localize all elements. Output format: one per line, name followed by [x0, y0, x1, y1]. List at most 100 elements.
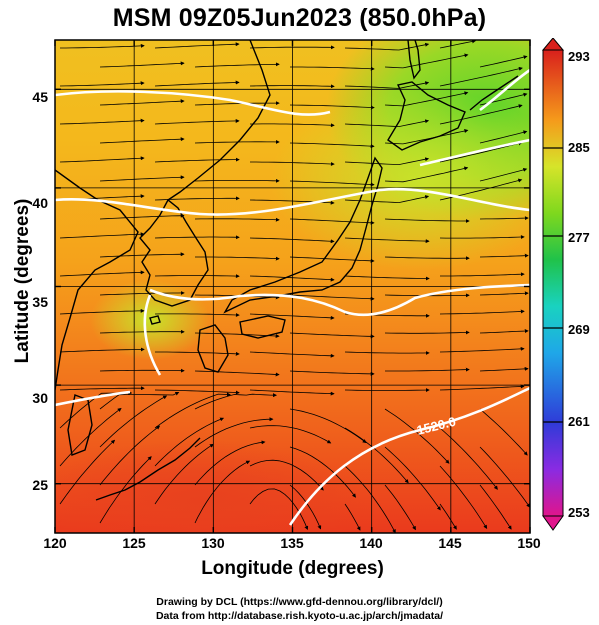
wind-streamlines	[59, 40, 530, 533]
streamline	[439, 66, 523, 87]
streamline	[344, 237, 430, 244]
streamline	[154, 389, 240, 395]
streamline	[289, 104, 375, 110]
x-axis-title: Longitude (degrees)	[201, 558, 384, 579]
streamline	[99, 391, 180, 410]
warm-region	[55, 440, 370, 533]
streamline	[384, 53, 469, 69]
streamline	[384, 91, 469, 107]
streamline	[249, 84, 335, 89]
streamline	[249, 313, 335, 320]
primorye-coast	[167, 40, 271, 201]
streamline	[344, 275, 430, 281]
chart-title: MSM 09Z05Jun2023 (850.0hPa)	[112, 4, 487, 32]
streamline	[384, 256, 470, 261]
streamline	[439, 309, 525, 315]
streamline	[385, 367, 470, 372]
colorbar-label: 285	[568, 140, 590, 155]
contour-north-1	[55, 90, 331, 116]
streamline	[439, 384, 525, 391]
streamline	[59, 156, 145, 163]
streamline	[59, 347, 145, 353]
axis-ticks	[54, 40, 531, 533]
streamline	[384, 446, 441, 511]
contour-ne	[419, 138, 530, 167]
streamline	[250, 123, 335, 128]
hokkaido	[387, 81, 466, 151]
streamline	[479, 167, 528, 182]
x-tick-label: 140	[359, 535, 383, 551]
colorbar-gradient	[542, 49, 564, 517]
streamline	[99, 137, 185, 144]
streamline	[249, 459, 324, 491]
streamline	[194, 370, 280, 377]
contour-west	[143, 294, 162, 376]
x-tick-label: 150	[517, 535, 541, 551]
streamline	[344, 350, 430, 355]
lat-lon-grid	[55, 40, 530, 533]
streamline	[344, 503, 361, 531]
x-tick-label: 130	[201, 535, 225, 551]
streamline	[194, 440, 266, 486]
x-tick-label: 125	[122, 535, 146, 551]
streamline	[439, 104, 523, 125]
colorbar-bottom-arrow	[542, 515, 564, 531]
contour-south-west	[55, 390, 131, 407]
streamline	[154, 392, 231, 429]
streamline	[479, 329, 529, 334]
streamline	[439, 141, 523, 163]
streamline	[154, 42, 240, 49]
y-tick-label: 45	[32, 89, 48, 105]
jeju	[149, 315, 161, 325]
streamline	[99, 290, 185, 296]
kyushu	[197, 324, 229, 373]
ryukyu-islands	[95, 437, 201, 501]
y-axis-title: Latitude (degrees)	[12, 198, 33, 364]
streamline	[194, 62, 280, 68]
x-tick-label: 135	[280, 535, 304, 551]
streamline	[289, 408, 367, 444]
streamline	[249, 275, 335, 282]
streamline	[344, 157, 430, 166]
streamline	[194, 178, 280, 183]
contour-north-2	[55, 187, 530, 216]
streamline	[154, 443, 214, 505]
streamline	[384, 484, 416, 531]
streamline	[250, 161, 335, 166]
streamline	[99, 425, 161, 486]
mild-region	[270, 90, 530, 270]
streamline	[194, 139, 280, 144]
streamline	[59, 386, 145, 391]
streamline	[384, 166, 469, 183]
contour-ne-2	[479, 68, 530, 112]
streamline	[154, 312, 240, 317]
streamline	[99, 252, 185, 258]
streamline	[384, 129, 469, 145]
streamline	[384, 330, 470, 335]
streamline	[479, 291, 529, 296]
streamline	[99, 368, 185, 373]
streamline	[344, 427, 409, 484]
credit-data: Data from http://database.rish.kyoto-u.a…	[155, 610, 444, 622]
streamline	[154, 80, 240, 87]
streamline	[195, 256, 280, 261]
streamline	[99, 329, 185, 334]
honshu	[223, 156, 383, 314]
y-tick-label: 35	[32, 294, 48, 310]
streamline	[479, 55, 528, 68]
streamline	[344, 465, 396, 533]
colorbar-label: 293	[568, 49, 590, 64]
streamline	[99, 213, 185, 220]
streamline	[194, 460, 251, 524]
colorbar-label: 261	[568, 414, 590, 429]
streamline	[99, 395, 168, 448]
streamline	[479, 484, 512, 530]
streamline	[289, 218, 375, 225]
streamline	[194, 417, 274, 448]
streamline	[59, 439, 116, 505]
streamline	[344, 388, 430, 393]
plot-area: 1520.0	[55, 40, 530, 533]
y-tick-label: 30	[32, 390, 48, 406]
streamline	[290, 66, 375, 71]
colorbar-label: 253	[568, 505, 590, 520]
